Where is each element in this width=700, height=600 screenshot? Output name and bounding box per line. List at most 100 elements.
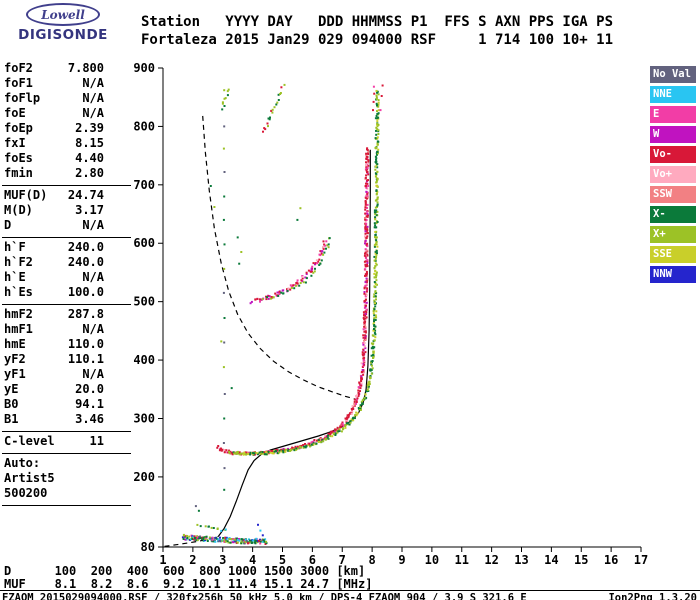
echo-point (375, 152, 378, 155)
echo-point (295, 282, 298, 284)
echo-point (371, 367, 374, 370)
echo-point (340, 423, 343, 426)
echo-point (255, 537, 258, 540)
echo-point (265, 542, 268, 545)
echo-point (376, 177, 378, 180)
parameter-label: foF1 (4, 76, 33, 90)
echo-point (367, 159, 370, 162)
echo-point (282, 292, 285, 295)
echo-point (372, 100, 375, 103)
echo-point (373, 324, 376, 326)
parameter-label: yE (4, 382, 19, 396)
parameter-row: Artist5 (2, 471, 131, 486)
echo-point (283, 83, 286, 86)
echo-point (366, 287, 369, 290)
echo-point (363, 330, 366, 333)
echo-point (373, 222, 376, 225)
header-field-values: Fortaleza 2015 Jan29 029 094000 RSF 1 71… (141, 32, 614, 48)
echo-point (324, 244, 327, 247)
echo-point (221, 101, 224, 104)
echo-point (373, 293, 376, 296)
echo-point (232, 540, 235, 543)
echo-point (277, 294, 280, 297)
echo-point (356, 397, 359, 400)
echo-point (315, 259, 318, 262)
echo-point (364, 284, 367, 287)
echo-point (359, 406, 362, 408)
echo-point (236, 541, 239, 544)
echo-point (360, 382, 363, 385)
echo-point (300, 279, 303, 282)
echo-point (273, 106, 276, 109)
echo-point (363, 291, 366, 293)
lowell-logo-oval: Lowell (26, 3, 100, 26)
x-tick-label: 13 (514, 553, 528, 567)
echo-point (376, 170, 379, 173)
echo-point (329, 435, 332, 438)
echo-point (237, 538, 240, 540)
echo-point (184, 538, 187, 541)
echo-point (281, 449, 284, 452)
echo-point (229, 541, 232, 544)
echo-point (364, 347, 367, 350)
echo-point (219, 536, 221, 539)
echo-point (374, 217, 377, 220)
echo-point (375, 253, 378, 256)
echo-point (373, 209, 376, 212)
echo-point (232, 538, 235, 540)
echo-point (364, 202, 367, 205)
echo-point (230, 387, 233, 390)
echo-point (364, 212, 367, 215)
echo-point (329, 434, 331, 436)
echo-point (365, 186, 368, 189)
echo-point (223, 488, 226, 491)
echo-point (375, 310, 378, 313)
echo-point (379, 109, 382, 112)
echo-point (363, 304, 366, 307)
echo-point (375, 240, 378, 243)
echo-point (240, 452, 243, 455)
echo-point (374, 236, 376, 238)
echo-point (376, 152, 379, 155)
echo-point (357, 395, 360, 397)
echo-point (364, 274, 366, 277)
echo-point (375, 129, 377, 132)
parameter-label: hmF2 (4, 307, 33, 321)
echo-point (375, 181, 378, 184)
parameter-group: Auto: Artist5 500200 (2, 454, 131, 506)
echo-point (233, 538, 236, 541)
x-tick-label: 12 (484, 553, 498, 567)
echo-point (194, 505, 197, 508)
parameter-value: 3.17 (75, 203, 104, 217)
echo-point (369, 377, 371, 380)
echo-point (278, 293, 281, 295)
echo-point (240, 251, 243, 253)
echo-point (214, 540, 217, 543)
echo-point (374, 211, 377, 214)
echo-point (365, 182, 367, 185)
echo-point (374, 283, 377, 286)
echo-point (377, 101, 380, 104)
parameter-group: h`F 240.0 h`F2 240.0 h`E N/A h`Es 100.0 (2, 238, 131, 305)
echo-point (372, 355, 375, 358)
echo-point (374, 168, 377, 171)
echo-point (346, 422, 349, 425)
echo-point (366, 196, 369, 198)
echo-point (375, 263, 378, 266)
echo-point (188, 535, 191, 538)
echo-point (243, 451, 246, 454)
echo-point (319, 441, 322, 444)
echo-point (361, 366, 364, 368)
parameter-row: hmE 110.0 (2, 337, 131, 352)
echo-point (270, 296, 273, 298)
echo-point (373, 325, 376, 328)
echo-point (241, 539, 244, 542)
parameter-value: 240.0 (67, 255, 104, 269)
echo-point (364, 230, 367, 233)
parameter-label: h`F (4, 240, 26, 254)
echo-point (240, 540, 243, 543)
echo-point (365, 215, 368, 218)
parameter-group: MUF(D) 24.74 M(D) 3.17 D N/A (2, 186, 131, 238)
echo-point (303, 445, 306, 448)
echo-point (223, 541, 226, 543)
